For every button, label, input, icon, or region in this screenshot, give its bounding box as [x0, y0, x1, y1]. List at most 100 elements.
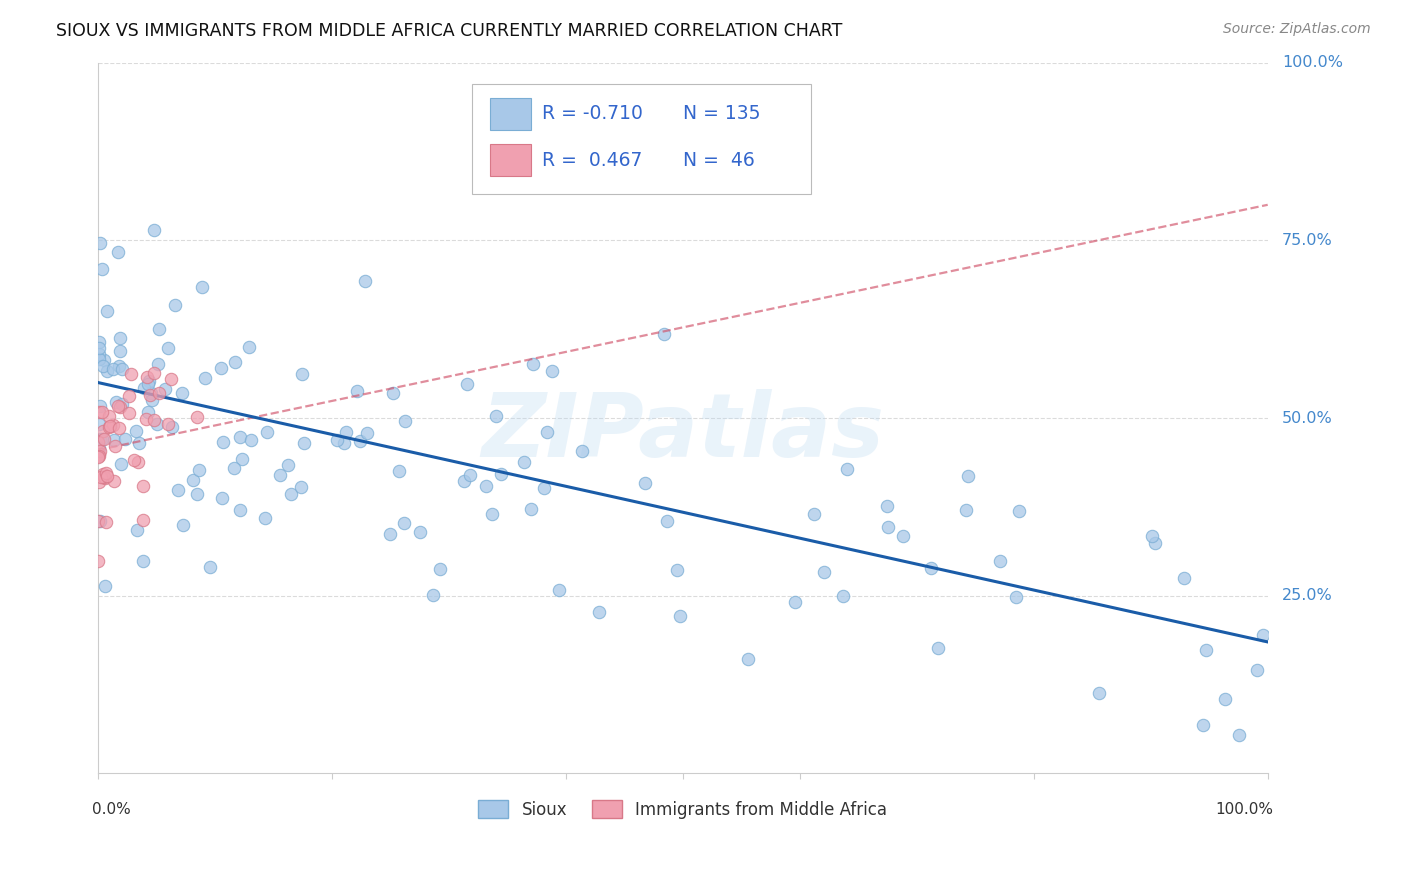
- Text: 100.0%: 100.0%: [1216, 802, 1274, 817]
- Point: [96, 515, 118, 529]
- Point: [229, 502, 252, 516]
- Point: [107, 245, 129, 260]
- Point: [652, 327, 675, 342]
- Point: [212, 435, 235, 450]
- Point: [172, 518, 194, 533]
- Point: [148, 357, 170, 371]
- Point: [103, 362, 125, 376]
- Point: [229, 430, 252, 444]
- Point: [89, 447, 111, 461]
- Point: [380, 527, 402, 541]
- Point: [108, 344, 131, 359]
- Point: [125, 523, 148, 537]
- Point: [388, 464, 411, 478]
- Point: [737, 652, 759, 666]
- Point: [103, 418, 125, 433]
- FancyBboxPatch shape: [472, 84, 811, 194]
- Point: [1213, 692, 1236, 706]
- Point: [93, 467, 115, 481]
- Point: [128, 436, 150, 450]
- Point: [325, 433, 347, 447]
- Point: [803, 507, 825, 521]
- Point: [162, 420, 184, 434]
- Text: 50.0%: 50.0%: [1282, 410, 1333, 425]
- Point: [957, 469, 980, 483]
- Point: [193, 371, 215, 385]
- Point: [87, 417, 110, 431]
- Text: R =  0.467: R = 0.467: [543, 151, 643, 169]
- Text: R = -0.710: R = -0.710: [543, 103, 643, 122]
- Point: [458, 468, 481, 483]
- Point: [96, 364, 118, 378]
- Point: [96, 466, 118, 480]
- Point: [91, 432, 114, 446]
- Text: N = 135: N = 135: [683, 103, 761, 122]
- Point: [290, 368, 312, 382]
- Point: [98, 409, 121, 423]
- Point: [163, 298, 186, 312]
- Point: [231, 452, 253, 467]
- Point: [87, 554, 110, 568]
- Point: [107, 399, 129, 413]
- Point: [269, 468, 291, 483]
- Point: [103, 474, 125, 488]
- Point: [87, 447, 110, 461]
- Point: [876, 499, 898, 513]
- Point: [108, 400, 131, 414]
- Point: [108, 359, 131, 374]
- Point: [536, 425, 558, 439]
- Point: [920, 561, 942, 575]
- Point: [392, 516, 415, 531]
- Point: [125, 425, 148, 439]
- Point: [114, 432, 136, 446]
- Bar: [489, 98, 530, 130]
- Point: [143, 367, 166, 381]
- Point: [90, 470, 112, 484]
- Point: [655, 514, 678, 528]
- Point: [891, 529, 914, 543]
- Point: [1005, 591, 1028, 605]
- Point: [837, 461, 859, 475]
- Text: 100.0%: 100.0%: [1282, 55, 1343, 70]
- Point: [93, 433, 115, 447]
- Point: [1173, 571, 1195, 585]
- Point: [211, 491, 233, 505]
- Point: [256, 425, 278, 440]
- Bar: [489, 145, 530, 177]
- Point: [142, 413, 165, 427]
- Point: [87, 514, 110, 528]
- Point: [453, 474, 475, 488]
- Point: [1195, 643, 1218, 657]
- Point: [191, 280, 214, 294]
- Point: [87, 448, 110, 462]
- Point: [132, 513, 155, 527]
- Point: [93, 469, 115, 483]
- Text: ZIPatlas: ZIPatlas: [481, 389, 884, 475]
- Point: [87, 442, 110, 456]
- Point: [124, 453, 146, 467]
- Point: [138, 374, 160, 388]
- Point: [135, 412, 157, 426]
- Point: [1143, 536, 1166, 550]
- Point: [93, 359, 115, 374]
- Point: [335, 425, 357, 439]
- Point: [253, 510, 276, 524]
- Point: [110, 458, 132, 472]
- Point: [89, 444, 111, 458]
- Point: [110, 331, 132, 345]
- Point: [292, 436, 315, 450]
- Point: [277, 458, 299, 472]
- Point: [170, 385, 193, 400]
- Point: [571, 444, 593, 458]
- Point: [832, 589, 855, 603]
- Point: [187, 462, 209, 476]
- Point: [148, 322, 170, 336]
- Point: [520, 502, 543, 516]
- Point: [104, 395, 127, 409]
- Point: [87, 347, 110, 361]
- Point: [491, 467, 513, 481]
- Point: [356, 426, 378, 441]
- Point: [522, 357, 544, 371]
- Point: [107, 421, 129, 435]
- Text: 75.0%: 75.0%: [1282, 233, 1333, 248]
